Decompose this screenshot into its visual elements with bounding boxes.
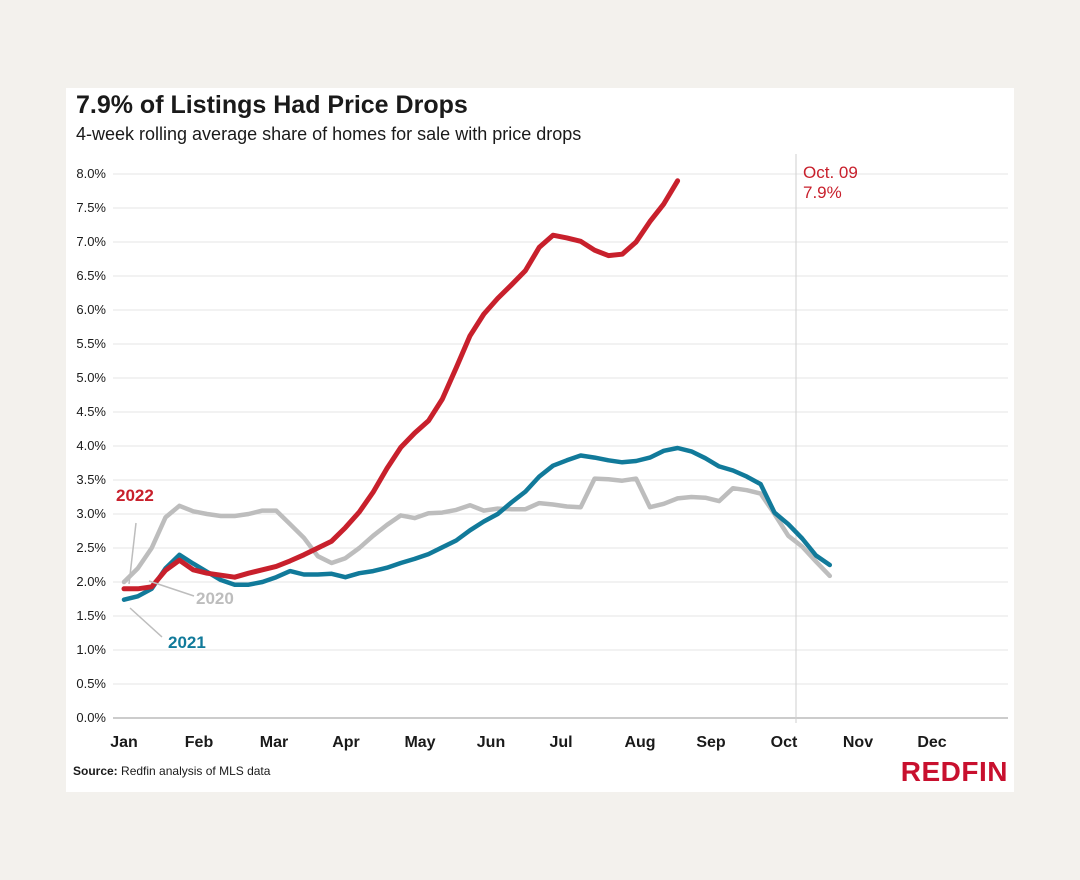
y-tick-label: 5.5% (76, 336, 106, 351)
redfin-logo: REDFIN (900, 756, 1008, 787)
source-prefix: Source: (73, 764, 118, 778)
y-tick-label: 4.5% (76, 404, 106, 419)
series-line-2021 (121, 445, 833, 602)
y-tick-label: 6.5% (76, 268, 106, 283)
y-tick-label: 5.0% (76, 370, 106, 385)
series-line-2022 (121, 178, 681, 592)
x-tick-label: Mar (260, 734, 288, 751)
y-tick-label: 7.0% (76, 234, 106, 249)
y-tick-label: 7.5% (76, 200, 106, 215)
leader-line-2020 (148, 580, 195, 597)
x-tick-label: Sep (696, 734, 726, 751)
x-tick-label: Aug (624, 734, 655, 751)
y-tick-label: 2.5% (76, 540, 106, 555)
leader-line-2022 (128, 522, 137, 585)
y-tick-label: 0.5% (76, 676, 106, 691)
y-tick-label: 1.0% (76, 642, 106, 657)
y-tick-label: 6.0% (76, 302, 106, 317)
chart-card: 7.9% of Listings Had Price Drops 4-week … (66, 88, 1014, 792)
chart-title: 7.9% of Listings Had Price Drops (76, 91, 468, 119)
x-tick-label: Jan (110, 734, 138, 751)
y-tick-label: 1.5% (76, 608, 106, 623)
x-axis-ticks: Jan Feb Mar Apr May Jun Jul Aug Sep Oct Nov Dec (110, 734, 947, 751)
y-tick-label: 3.0% (76, 506, 106, 521)
label-leader-lines (128, 522, 195, 638)
x-tick-label: Oct (771, 734, 798, 751)
x-tick-label: May (404, 734, 435, 751)
x-tick-label: Nov (843, 734, 873, 751)
x-tick-label: Jul (549, 734, 572, 751)
gridlines (113, 173, 1008, 719)
x-tick-label: Jun (477, 734, 505, 751)
x-tick-label: Feb (185, 734, 214, 751)
x-tick-label: Dec (917, 734, 946, 751)
series-label-2021: 2021 (168, 633, 206, 652)
chart-subtitle: 4-week rolling average share of homes fo… (76, 124, 582, 144)
leader-line-2021 (129, 607, 163, 638)
marker-value-label: 7.9% (803, 183, 842, 202)
x-tick-label: Apr (332, 734, 360, 751)
y-tick-label: 4.0% (76, 438, 106, 453)
y-tick-label: 0.0% (76, 710, 106, 725)
marker-date-label: Oct. 09 (803, 163, 858, 182)
series-label-2022: 2022 (116, 486, 154, 505)
line-chart: 0.0% 0.5% 1.0% 1.5% 2.0% 2.5% 3.0% 3.5% 4.0% 4.5%… (76, 154, 1008, 751)
y-tick-label: 3.5% (76, 472, 106, 487)
series-line-2020 (121, 476, 833, 585)
y-tick-label: 2.0% (76, 574, 106, 589)
source-note: Source: Redfin analysis of MLS data (73, 764, 270, 778)
series-lines (121, 178, 833, 602)
source-text: Redfin analysis of MLS data (117, 764, 271, 778)
y-tick-label: 8.0% (76, 166, 106, 181)
y-axis-ticks: 0.0% 0.5% 1.0% 1.5% 2.0% 2.5% 3.0% 3.5% 4.0% 4.5%… (76, 166, 106, 725)
series-label-2020: 2020 (196, 589, 234, 608)
